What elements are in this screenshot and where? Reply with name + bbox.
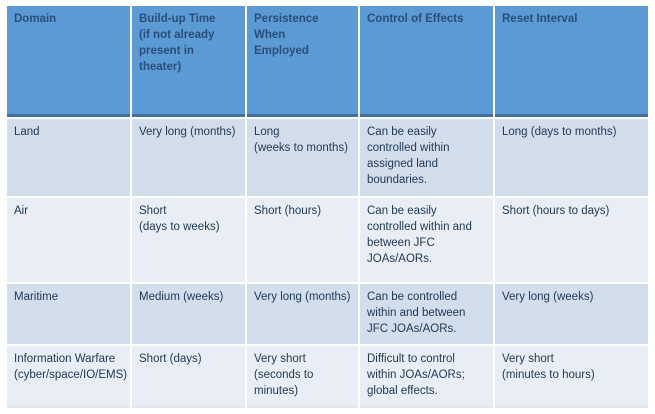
header-row: Domain Build-up Time (if not already pre… <box>7 6 648 117</box>
cell-control-of-effects: Can be controlled within and between JFC… <box>360 284 493 344</box>
column-header-domain: Domain <box>7 6 130 117</box>
cell-buildup-time: Medium (weeks) <box>132 284 245 344</box>
cell-domain: Information Warfare (cyber/space/IO/EMS) <box>7 346 130 408</box>
cell-reset-interval: Short (hours to days) <box>495 198 648 282</box>
cell-buildup-time: Very long (months) <box>132 119 245 196</box>
column-header-control-of-effects: Control of Effects <box>360 6 493 117</box>
cell-domain: Air <box>7 198 130 282</box>
cell-persistence: Very long (months) <box>247 284 358 344</box>
column-header-persistence: Persistence When Employed <box>247 6 358 117</box>
cell-control-of-effects: Can be easily controlled within and betw… <box>360 198 493 282</box>
cell-reset-interval: Very short (minutes to hours) <box>495 346 648 408</box>
cell-buildup-time: Short (days) <box>132 346 245 408</box>
cell-reset-interval: Very long (weeks) <box>495 284 648 344</box>
table-row-information-warfare: Information Warfare (cyber/space/IO/EMS)… <box>7 346 648 408</box>
domain-comparison-table: Domain Build-up Time (if not already pre… <box>5 4 650 410</box>
table-row-air: Air Short (days to weeks) Short (hours) … <box>7 198 648 282</box>
column-header-buildup-time: Build-up Time (if not already present in… <box>132 6 245 117</box>
cell-domain: Maritime <box>7 284 130 344</box>
column-header-reset-interval: Reset Interval <box>495 6 648 117</box>
cell-persistence: Very short (seconds to minutes) <box>247 346 358 408</box>
cell-control-of-effects: Difficult to control within JOAs/AORs; g… <box>360 346 493 408</box>
table-row-maritime: Maritime Medium (weeks) Very long (month… <box>7 284 648 344</box>
cell-control-of-effects: Can be easily controlled within assigned… <box>360 119 493 196</box>
cell-reset-interval: Long (days to months) <box>495 119 648 196</box>
cell-buildup-time: Short (days to weeks) <box>132 198 245 282</box>
cell-domain: Land <box>7 119 130 196</box>
cell-persistence: Short (hours) <box>247 198 358 282</box>
cell-persistence: Long (weeks to months) <box>247 119 358 196</box>
table-row-land: Land Very long (months) Long (weeks to m… <box>7 119 648 196</box>
